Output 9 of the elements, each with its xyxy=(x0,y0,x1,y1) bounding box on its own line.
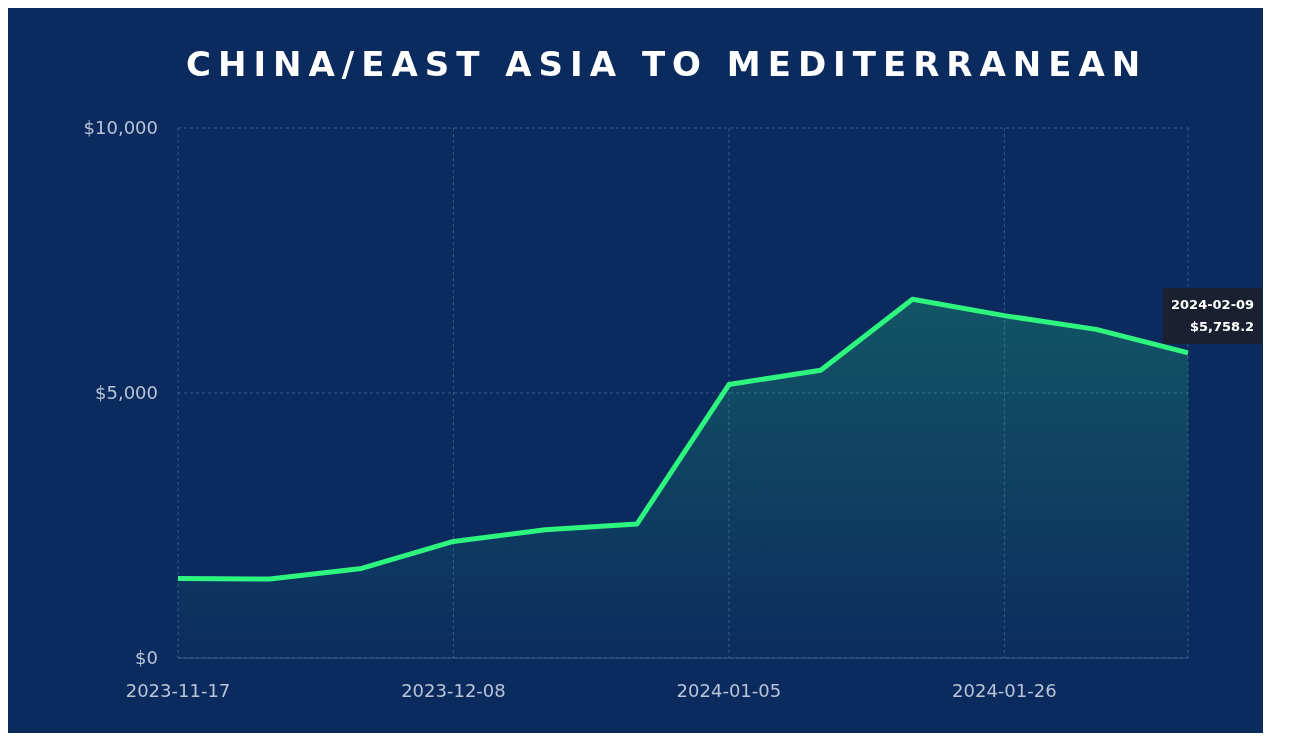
x-tick-label: 2024-01-05 xyxy=(676,679,782,701)
x-tick-label: 2023-11-17 xyxy=(125,679,231,701)
y-tick-label: $0 xyxy=(135,647,158,669)
x-tick-label: 2023-12-08 xyxy=(401,679,506,701)
y-tick-label: $10,000 xyxy=(83,117,158,139)
annotation: 2024-02-09 $5,758.2 xyxy=(1163,288,1263,344)
y-tick-label: $5,000 xyxy=(95,382,158,404)
chart-title: CHINA/EAST ASIA TO MEDITERRANEAN xyxy=(186,44,1148,84)
x-tick-label: 2024-01-26 xyxy=(952,679,1057,701)
